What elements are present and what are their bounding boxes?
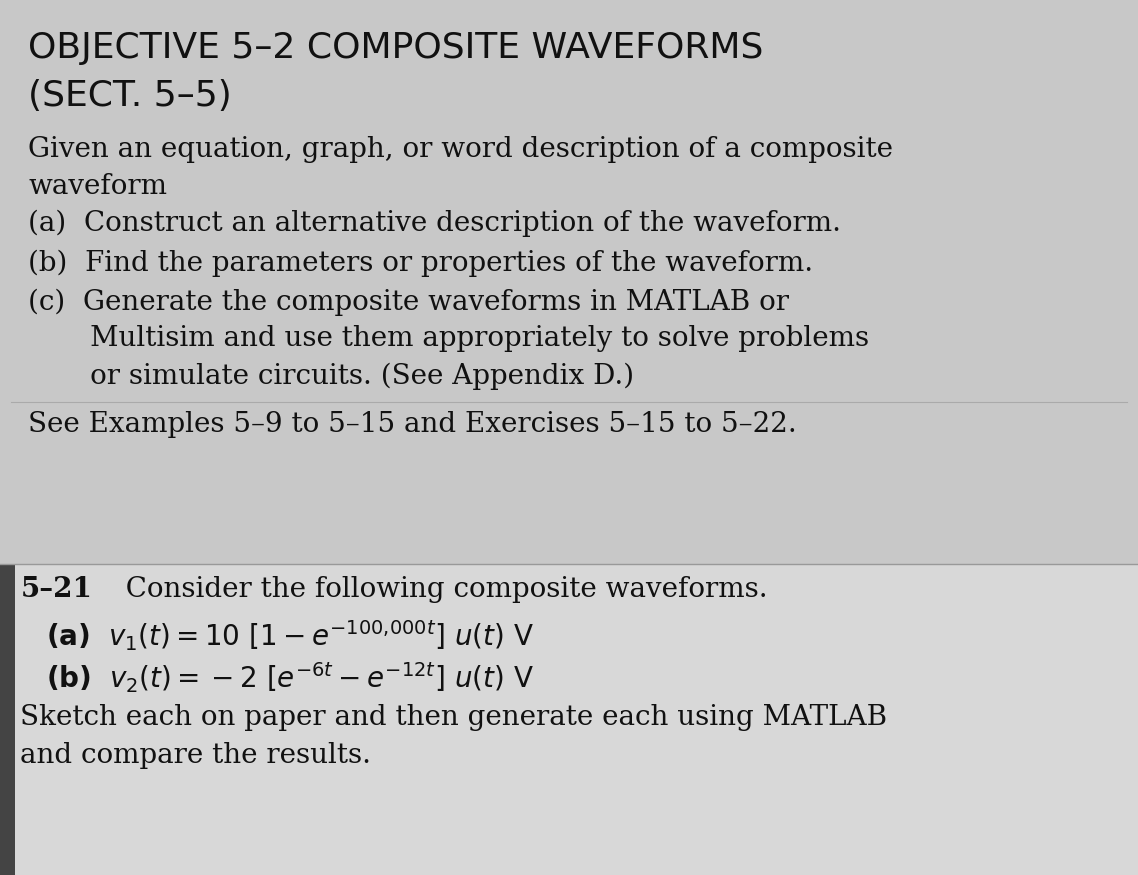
Text: (SECT. 5–5): (SECT. 5–5) [28,79,232,113]
Text: Given an equation, graph, or word description of a composite
waveform: Given an equation, graph, or word descri… [28,136,893,200]
Text: (a)  Construct an alternative description of the waveform.: (a) Construct an alternative description… [28,210,841,237]
Text: See Examples 5–9 to 5–15 and Exercises 5–15 to 5–22.: See Examples 5–9 to 5–15 and Exercises 5… [28,411,798,438]
Text: (b)  Find the parameters or properties of the waveform.: (b) Find the parameters or properties of… [28,249,814,276]
Text: OBJECTIVE 5–2 COMPOSITE WAVEFORMS: OBJECTIVE 5–2 COMPOSITE WAVEFORMS [28,31,764,65]
Text: Consider the following composite waveforms.: Consider the following composite wavefor… [108,576,768,603]
Text: 5–21: 5–21 [20,576,92,603]
FancyBboxPatch shape [0,0,1138,564]
Text: $\mathbf{(b)}$$\ \ v_2(t) = -2\ [e^{-6t} - e^{-12t}]\ u(t)\ \mathrm{V}$: $\mathbf{(b)}$$\ \ v_2(t) = -2\ [e^{-6t}… [46,661,534,696]
Text: Sketch each on paper and then generate each using MATLAB
and compare the results: Sketch each on paper and then generate e… [20,704,888,769]
Text: $\mathbf{(a)}$$\ \ v_1(t) = 10\ [1 - e^{-100{,}000t}]\ u(t)\ \mathrm{V}$: $\mathbf{(a)}$$\ \ v_1(t) = 10\ [1 - e^{… [46,619,534,654]
FancyBboxPatch shape [0,564,15,875]
Text: or simulate circuits. (See Appendix D.): or simulate circuits. (See Appendix D.) [28,362,635,389]
FancyBboxPatch shape [0,564,1138,875]
Text: Multisim and use them appropriately to solve problems: Multisim and use them appropriately to s… [28,326,869,353]
Text: (c)  Generate the composite waveforms in MATLAB or: (c) Generate the composite waveforms in … [28,289,790,316]
